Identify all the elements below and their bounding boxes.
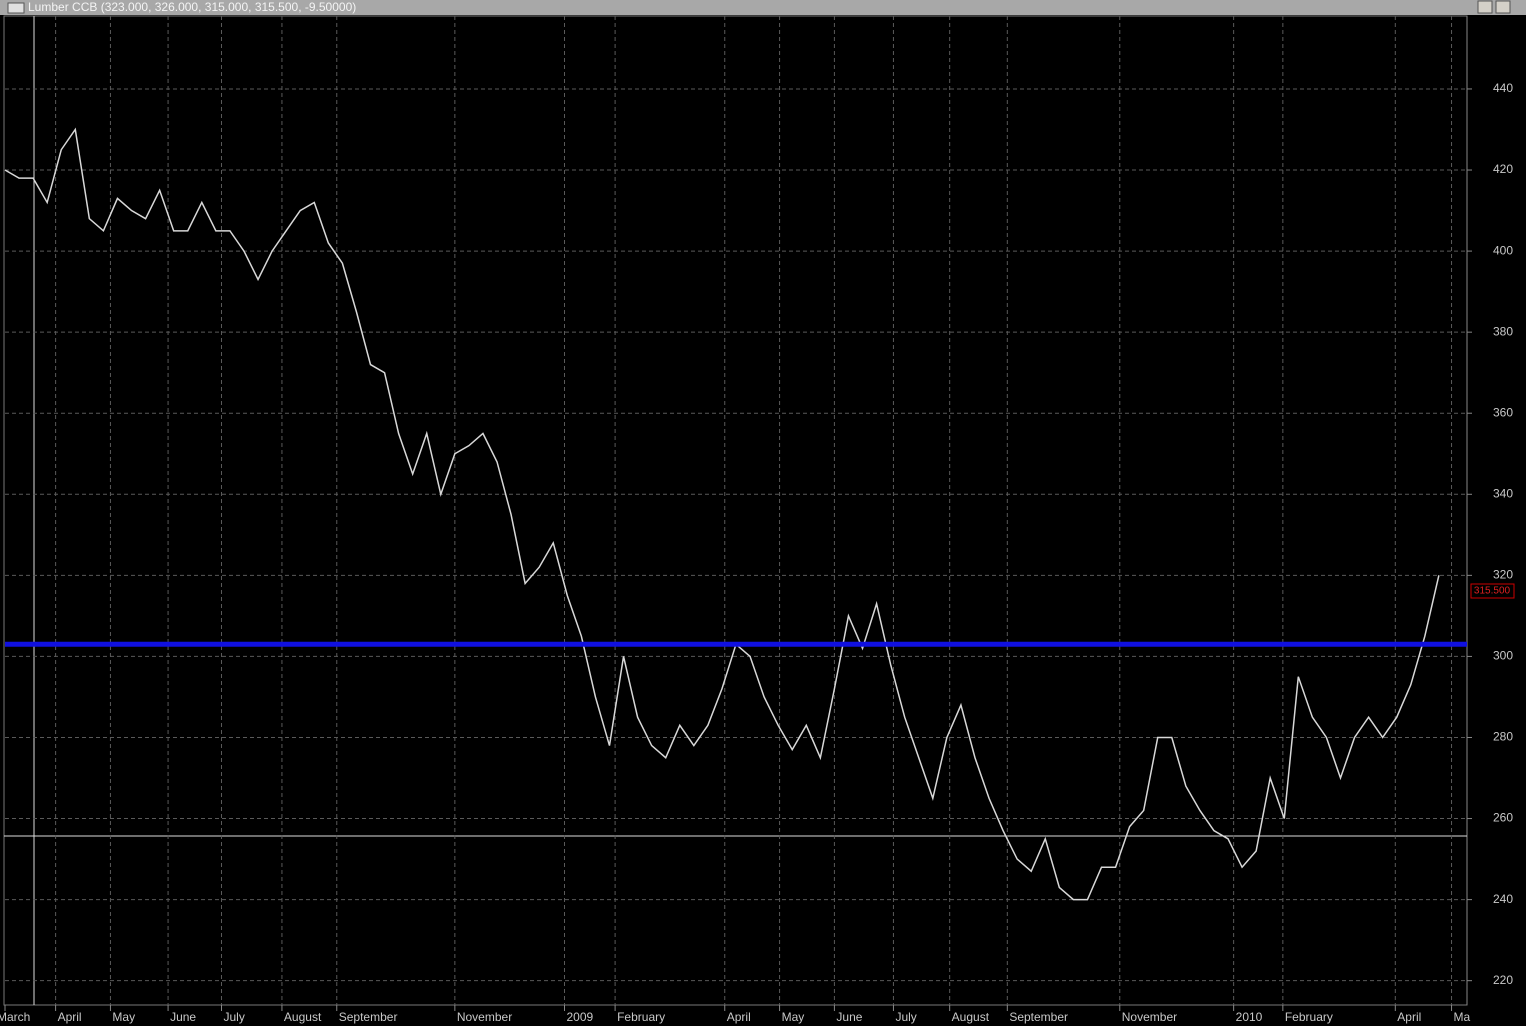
- y-tick-label: 380: [1493, 324, 1513, 338]
- maximize-button[interactable]: [1477, 0, 1493, 14]
- y-tick-label: 400: [1493, 243, 1513, 257]
- x-tick-label: April: [1397, 1010, 1421, 1024]
- x-tick-label: July: [223, 1010, 244, 1024]
- x-tick-label: July: [895, 1010, 916, 1024]
- x-tick-label: April: [727, 1010, 751, 1024]
- title-bar: [0, 0, 1526, 15]
- y-tick-label: 440: [1493, 81, 1513, 95]
- x-tick-label: 2009: [566, 1010, 593, 1024]
- x-tick-label: August: [284, 1010, 322, 1024]
- y-tick-label: 420: [1493, 162, 1513, 176]
- y-tick-label: 220: [1493, 973, 1513, 987]
- x-tick-label: November: [457, 1010, 512, 1024]
- x-tick-label: June: [836, 1010, 862, 1024]
- y-tick-label: 360: [1493, 405, 1513, 419]
- x-tick-label: August: [952, 1010, 990, 1024]
- y-tick-label: 280: [1493, 730, 1513, 744]
- y-tick-label: 240: [1493, 892, 1513, 906]
- x-tick-label: September: [339, 1010, 398, 1024]
- x-tick-label: April: [58, 1010, 82, 1024]
- y-tick-label: 340: [1493, 486, 1513, 500]
- x-tick-label: November: [1122, 1010, 1177, 1024]
- x-tick-label: Ma: [1454, 1010, 1471, 1024]
- last-value-box: [1470, 583, 1515, 599]
- close-button[interactable]: [1495, 0, 1511, 14]
- x-tick-label: September: [1009, 1010, 1068, 1024]
- window-icon: [7, 2, 25, 14]
- x-tick-label: February: [617, 1010, 665, 1024]
- x-tick-label: June: [170, 1010, 196, 1024]
- y-tick-label: 320: [1493, 568, 1513, 582]
- window-title: Lumber CCB (323.000, 326.000, 315.000, 3…: [28, 0, 356, 14]
- y-tick-label: 300: [1493, 649, 1513, 663]
- x-tick-label: May: [112, 1010, 135, 1024]
- x-tick-label: February: [1285, 1010, 1333, 1024]
- x-tick-label: March: [0, 1010, 30, 1024]
- x-tick-label: 2010: [1236, 1010, 1263, 1024]
- y-tick-label: 260: [1493, 811, 1513, 825]
- price-line: [4, 127, 1440, 901]
- x-tick-label: May: [782, 1010, 805, 1024]
- last-value-label: 315.500: [1474, 586, 1511, 597]
